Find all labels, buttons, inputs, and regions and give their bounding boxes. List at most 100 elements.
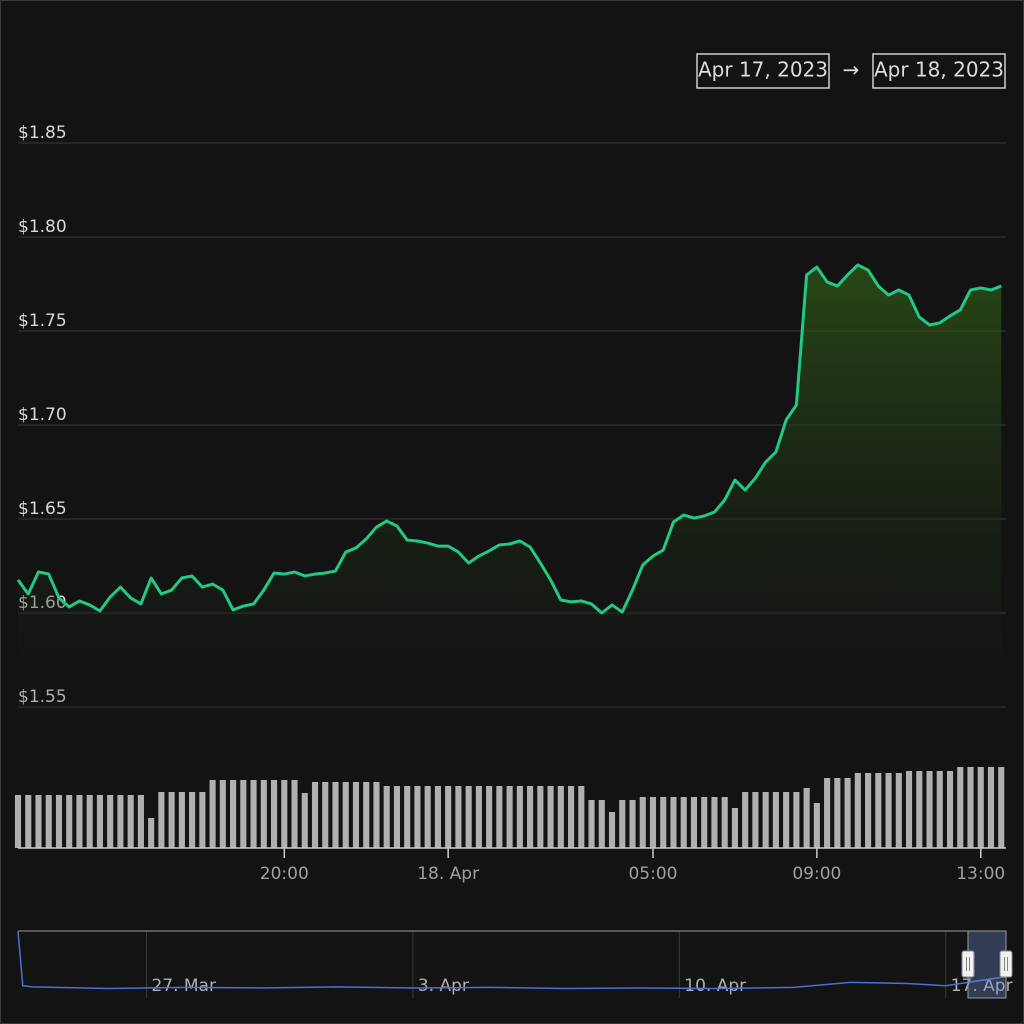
from-date[interactable]: Apr 17, 2023 xyxy=(698,58,828,82)
navigator-line xyxy=(17,930,1006,990)
volume-bar xyxy=(445,786,452,848)
y-tick-label: $1.70 xyxy=(18,405,67,425)
volume-bar xyxy=(291,780,298,848)
navigator-handle[interactable] xyxy=(961,950,975,978)
volume-bar xyxy=(660,797,667,848)
volume-bar xyxy=(772,792,779,848)
volume-bar xyxy=(998,767,1005,848)
volume-bar xyxy=(45,795,52,848)
volume-bar xyxy=(537,786,544,848)
volume-bar xyxy=(875,773,882,848)
volume-bar xyxy=(465,786,472,848)
volume-bar xyxy=(486,786,493,848)
volume-bar xyxy=(76,795,83,848)
volume-bar xyxy=(824,778,831,848)
volume-bar xyxy=(865,773,872,848)
y-tick-label: $1.85 xyxy=(18,123,67,143)
volume-bar xyxy=(301,793,308,848)
volume-bar xyxy=(189,792,196,848)
navigator-handle[interactable] xyxy=(999,950,1013,978)
volume-bar xyxy=(895,773,902,848)
volume-bar xyxy=(916,771,923,848)
volume-bar xyxy=(393,786,401,848)
volume-bar xyxy=(987,767,995,848)
volume-bar xyxy=(404,786,411,848)
y-tick-label: $1.65 xyxy=(18,499,67,519)
volume-bar xyxy=(649,797,657,848)
volume-bar xyxy=(670,797,677,848)
volume-bar xyxy=(86,795,93,848)
volume-bar xyxy=(107,795,114,848)
to-date-box[interactable] xyxy=(872,53,1006,89)
volume-bar xyxy=(742,792,749,848)
volume-bar xyxy=(270,780,278,848)
volume-bar xyxy=(721,797,728,848)
volume-bar xyxy=(148,818,155,848)
to-date[interactable]: Apr 18, 2023 xyxy=(874,58,1004,82)
volume-bar xyxy=(434,786,441,848)
volume-bar xyxy=(25,795,32,848)
volume-bar xyxy=(311,782,319,848)
volume-bar xyxy=(455,786,462,848)
volume-bar xyxy=(250,780,257,848)
volume-bar xyxy=(762,792,769,848)
x-tick-label: 3. Apr xyxy=(418,976,469,996)
from-date-box[interactable] xyxy=(696,53,830,89)
navigator[interactable]: 27. Mar 3. Apr 10. Apr 17. Apr xyxy=(17,930,1013,999)
volume-bar xyxy=(516,786,523,848)
volume-bar xyxy=(629,800,636,848)
volume-bar xyxy=(793,792,800,848)
volume-bar xyxy=(14,795,22,848)
volume-bar xyxy=(905,771,913,848)
volume-bar xyxy=(957,767,964,848)
volume-bar xyxy=(885,773,892,848)
volume-bar xyxy=(260,780,267,848)
volume-bar xyxy=(803,788,810,848)
price-chart: $1.55$1.60$1.65$1.70$1.75$1.80$1.8520:00… xyxy=(14,123,1006,884)
volume-bar xyxy=(35,795,42,848)
x-tick-label: 05:00 xyxy=(628,864,677,884)
volume-bar xyxy=(936,771,943,848)
x-tick-label: 20:00 xyxy=(260,864,309,884)
x-tick-label: 27. Mar xyxy=(151,976,216,996)
volume-bar xyxy=(731,808,738,848)
volume-bar xyxy=(199,792,206,848)
volume-bar xyxy=(55,795,63,848)
volume-bar xyxy=(854,773,861,848)
volume-bar xyxy=(639,797,646,848)
volume-bar xyxy=(209,780,216,848)
volume-bar xyxy=(680,797,687,848)
volume-bar xyxy=(373,782,380,848)
volume-bar xyxy=(127,795,134,848)
volume-bar xyxy=(977,767,984,848)
volume-bar xyxy=(496,786,503,848)
volume-bar xyxy=(414,786,421,848)
volume-bar xyxy=(578,786,585,848)
x-tick-label: 18. Apr xyxy=(417,864,479,884)
volume-bar xyxy=(506,786,513,848)
x-tick-label: 13:00 xyxy=(956,864,1005,884)
volume-bar xyxy=(168,792,175,848)
y-tick-label: $1.80 xyxy=(18,217,67,237)
x-tick-label: 09:00 xyxy=(792,864,841,884)
volume-bar xyxy=(424,786,431,848)
volume-bar xyxy=(701,797,708,848)
volume-bar xyxy=(844,778,851,848)
volume-bar xyxy=(527,786,534,848)
volume-bar xyxy=(557,786,564,848)
volume-bar xyxy=(66,795,73,848)
volume-bar xyxy=(946,771,954,848)
volume-bar xyxy=(383,786,390,848)
volume-bar xyxy=(834,778,841,848)
volume-bar xyxy=(619,800,626,848)
volume-bar xyxy=(813,803,820,848)
volume-bar xyxy=(690,797,698,848)
volume-bar xyxy=(96,795,103,848)
volume-bar xyxy=(219,780,226,848)
area-fill xyxy=(18,265,1002,707)
volume-bar xyxy=(117,795,124,848)
volume-bar xyxy=(568,786,575,848)
volume-bar xyxy=(752,792,759,848)
volume-bar xyxy=(332,782,339,848)
volume-bar xyxy=(363,782,370,848)
